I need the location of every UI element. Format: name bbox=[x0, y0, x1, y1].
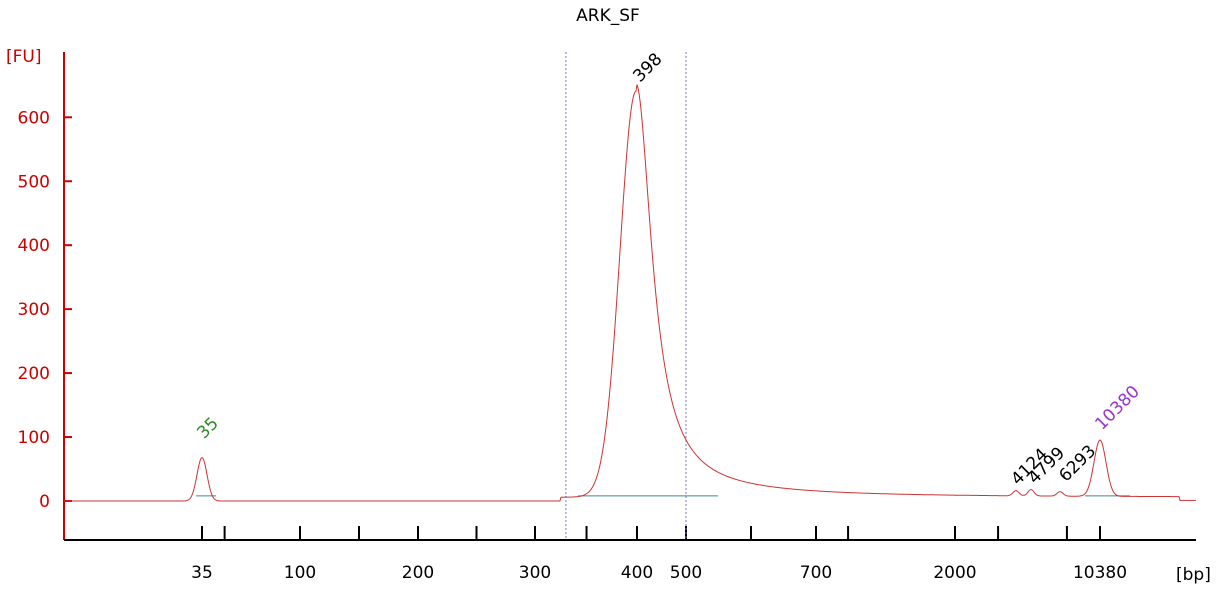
x-axis-label: [bp] bbox=[1176, 565, 1211, 585]
x-tick-label: 2000 bbox=[933, 563, 976, 583]
x-tick-label: 10380 bbox=[1073, 563, 1127, 583]
y-tick-label: 200 bbox=[18, 364, 50, 384]
chart-title: ARK_SF bbox=[576, 6, 640, 26]
region-markers bbox=[565, 52, 687, 540]
y-axis-label: [FU] bbox=[6, 47, 42, 67]
y-tick-label: 0 bbox=[39, 492, 50, 512]
x-tick-label: 300 bbox=[519, 563, 551, 583]
x-tick-label: 200 bbox=[402, 563, 434, 583]
x-tick-label: 100 bbox=[284, 563, 316, 583]
y-tick-label: 500 bbox=[18, 172, 50, 192]
x-tick-label: 400 bbox=[621, 563, 653, 583]
trace-line bbox=[64, 84, 1197, 502]
y-tick-label: 600 bbox=[18, 108, 50, 128]
y-tick-label: 400 bbox=[18, 236, 50, 256]
x-tick-label: 500 bbox=[670, 563, 702, 583]
y-tick-label: 300 bbox=[18, 300, 50, 320]
peak-label: 398 bbox=[629, 49, 666, 86]
peak-label: 35 bbox=[193, 414, 222, 443]
axes: 0 100 200 300 400 500 600 35 100 200 300 400 500 700 2… bbox=[18, 52, 1196, 583]
peak-label: 10380 bbox=[1091, 382, 1143, 434]
x-tick-label: 700 bbox=[800, 563, 832, 583]
x-tick-label: 35 bbox=[191, 563, 213, 583]
y-tick-label: 100 bbox=[18, 428, 50, 448]
